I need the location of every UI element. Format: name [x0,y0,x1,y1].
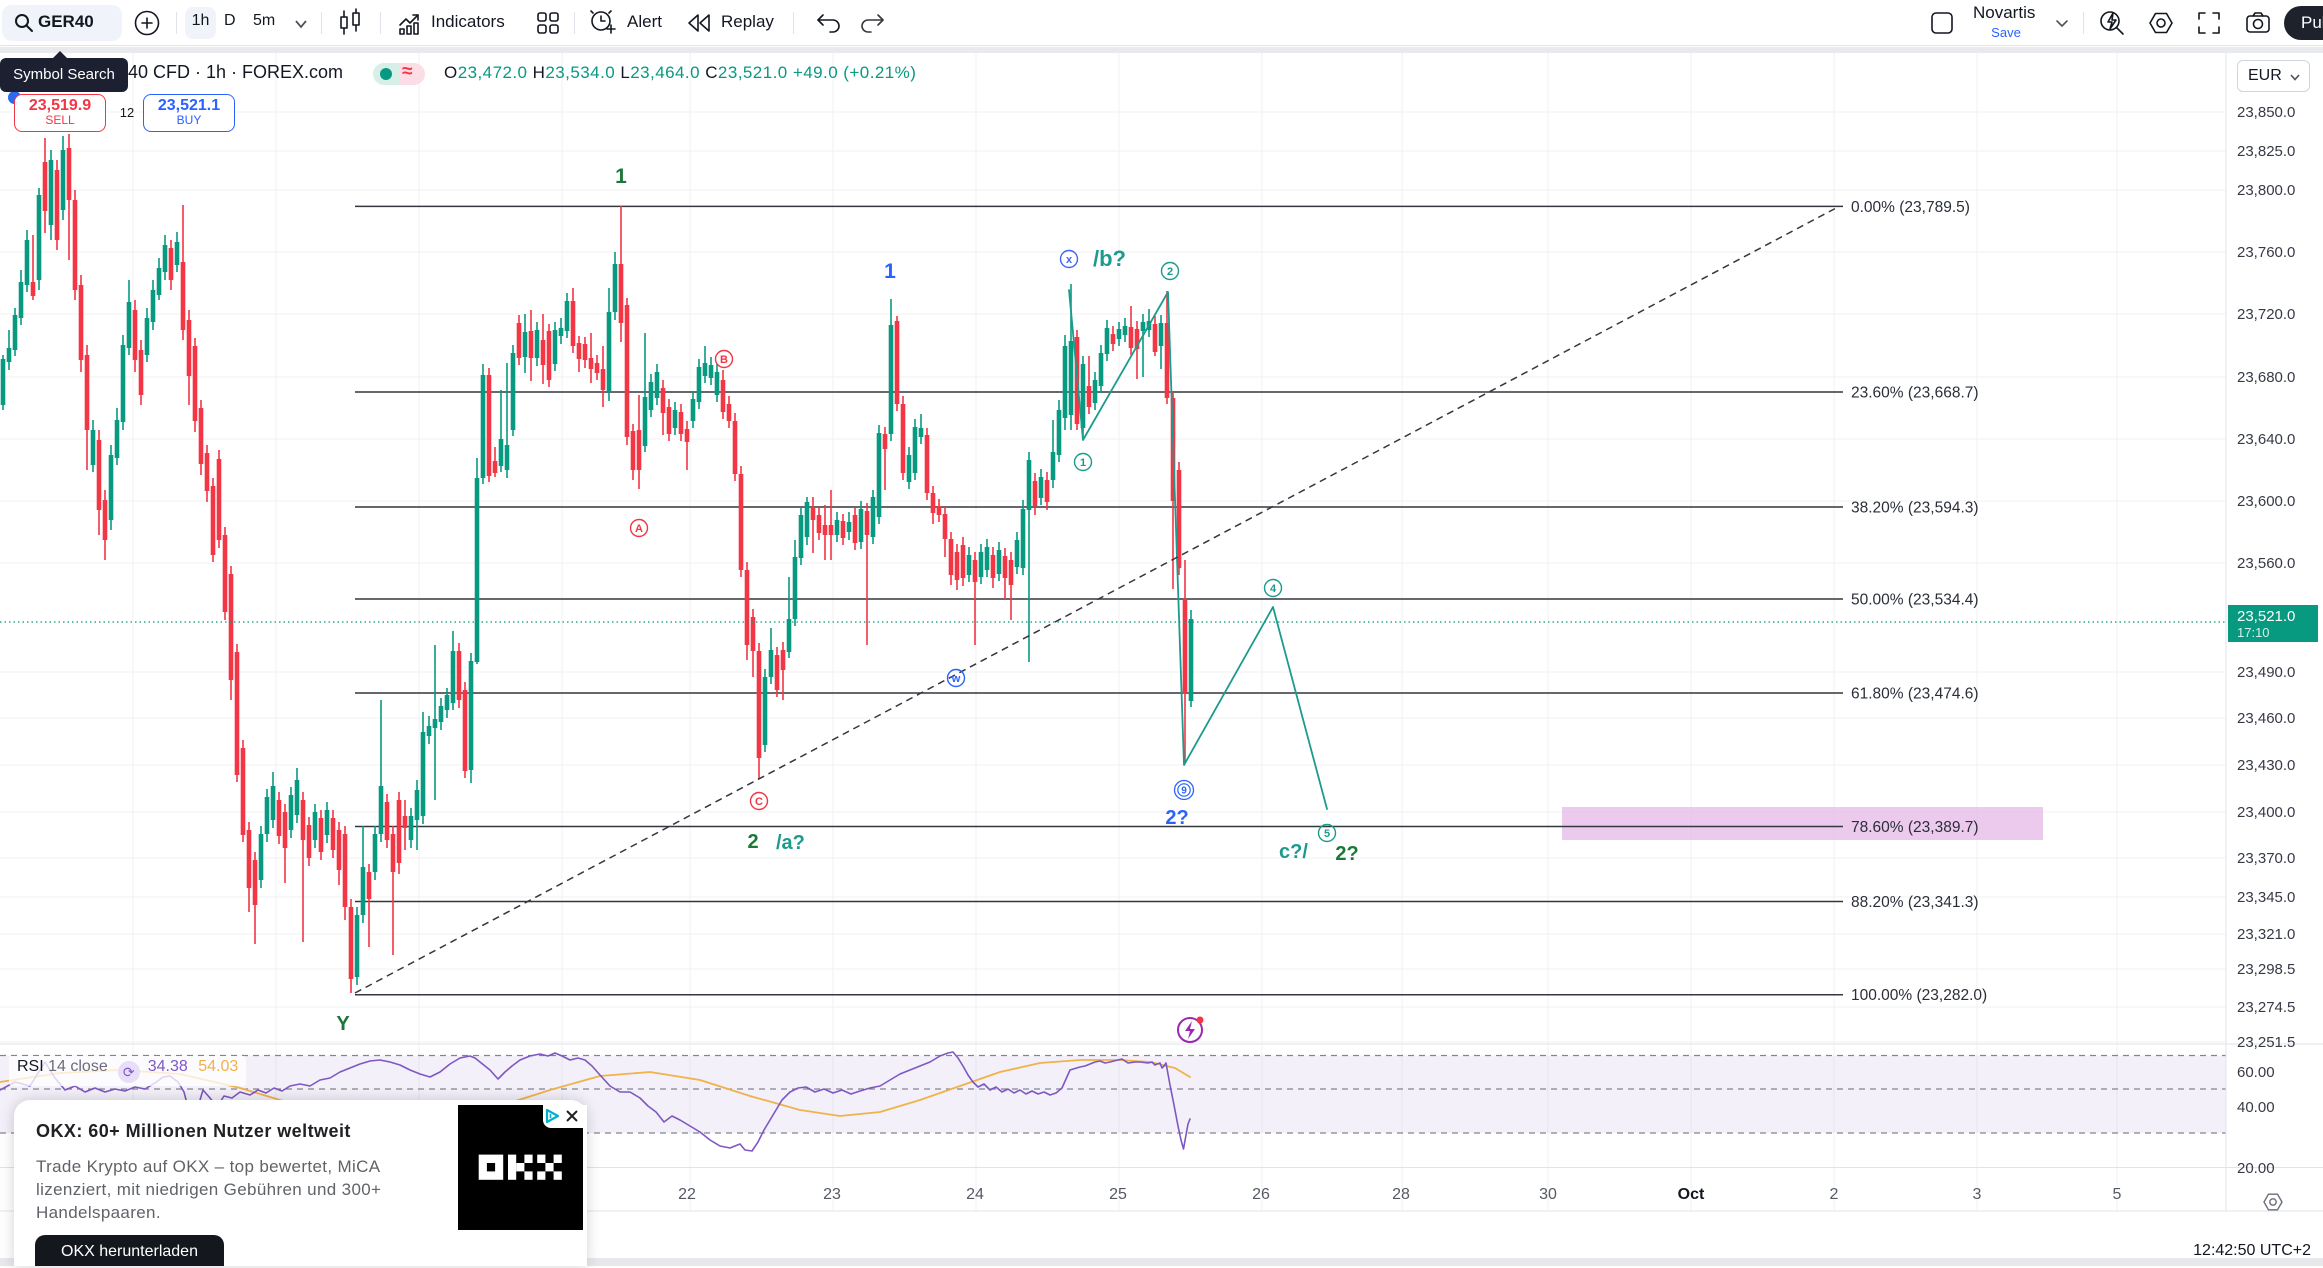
svg-text:Oct: Oct [1678,1186,1705,1203]
svg-text:Y: Y [336,1013,350,1035]
svg-text:C: C [755,796,763,808]
svg-text:2: 2 [1830,1186,1839,1203]
svg-text:23.60% (23,668.7): 23.60% (23,668.7) [1851,385,1979,402]
svg-text:23,321.0: 23,321.0 [2237,926,2295,943]
svg-text:c?/: c?/ [1279,841,1308,863]
svg-text:23: 23 [823,1186,841,1203]
svg-text:0.00% (23,789.5): 0.00% (23,789.5) [1851,199,1970,216]
svg-text:38.20% (23,594.3): 38.20% (23,594.3) [1851,500,1979,517]
svg-text:23,680.0: 23,680.0 [2237,369,2295,386]
svg-text:A: A [635,523,643,535]
svg-text:23,274.5: 23,274.5 [2237,999,2295,1016]
svg-text:23,400.0: 23,400.0 [2237,804,2295,821]
svg-text:2: 2 [747,831,758,853]
svg-text:25: 25 [1109,1186,1127,1203]
svg-text:40.00: 40.00 [2237,1099,2275,1116]
svg-text:23,490.0: 23,490.0 [2237,664,2295,681]
svg-text:23,560.0: 23,560.0 [2237,555,2295,572]
svg-text:1: 1 [615,165,627,188]
svg-text:60.00: 60.00 [2237,1064,2275,1081]
svg-text:1: 1 [1080,457,1086,469]
svg-text:20.00: 20.00 [2237,1160,2275,1177]
svg-text:26: 26 [1252,1186,1270,1203]
svg-text:2: 2 [1167,266,1173,278]
svg-text:23,460.0: 23,460.0 [2237,710,2295,727]
svg-text:1: 1 [884,260,896,283]
svg-text:2?: 2? [1335,843,1358,865]
svg-text:23,760.0: 23,760.0 [2237,244,2295,261]
svg-text:28: 28 [1392,1186,1410,1203]
svg-text:B: B [720,354,728,366]
svg-text:3: 3 [1973,1186,1982,1203]
svg-text:5: 5 [1324,828,1330,840]
svg-text:17:10: 17:10 [2237,625,2270,640]
svg-text:23,251.5: 23,251.5 [2237,1034,2295,1051]
svg-text:/a?: /a? [776,832,805,854]
svg-text:2?: 2? [1165,807,1188,829]
svg-text:50.00% (23,534.4): 50.00% (23,534.4) [1851,592,1979,609]
svg-text:23,298.5: 23,298.5 [2237,961,2295,978]
svg-text:9: 9 [1181,786,1187,797]
svg-text:23,370.0: 23,370.0 [2237,850,2295,867]
svg-text:100.00% (23,282.0): 100.00% (23,282.0) [1851,987,1987,1004]
svg-text:x: x [1066,254,1073,266]
svg-text:30: 30 [1539,1186,1557,1203]
svg-text:23,521.0: 23,521.0 [2237,608,2295,625]
svg-text:88.20% (23,341.3): 88.20% (23,341.3) [1851,894,1979,911]
svg-text:23,720.0: 23,720.0 [2237,306,2295,323]
svg-text:22: 22 [678,1186,696,1203]
svg-text:23,345.0: 23,345.0 [2237,889,2295,906]
svg-text:12:42:50 UTC+2: 12:42:50 UTC+2 [2193,1242,2311,1259]
svg-text:5: 5 [2113,1186,2122,1203]
svg-text:4: 4 [1270,583,1277,595]
svg-text:23,825.0: 23,825.0 [2237,143,2295,160]
svg-text:/b?: /b? [1093,246,1126,271]
svg-text:23,600.0: 23,600.0 [2237,493,2295,510]
svg-text:23,800.0: 23,800.0 [2237,182,2295,199]
svg-text:w: w [951,673,961,685]
svg-text:61.80% (23,474.6): 61.80% (23,474.6) [1851,686,1979,703]
svg-text:23,850.0: 23,850.0 [2237,104,2295,121]
svg-text:23,640.0: 23,640.0 [2237,431,2295,448]
svg-text:24: 24 [966,1186,984,1203]
svg-text:23,430.0: 23,430.0 [2237,757,2295,774]
svg-text:78.60% (23,389.7): 78.60% (23,389.7) [1851,819,1979,836]
